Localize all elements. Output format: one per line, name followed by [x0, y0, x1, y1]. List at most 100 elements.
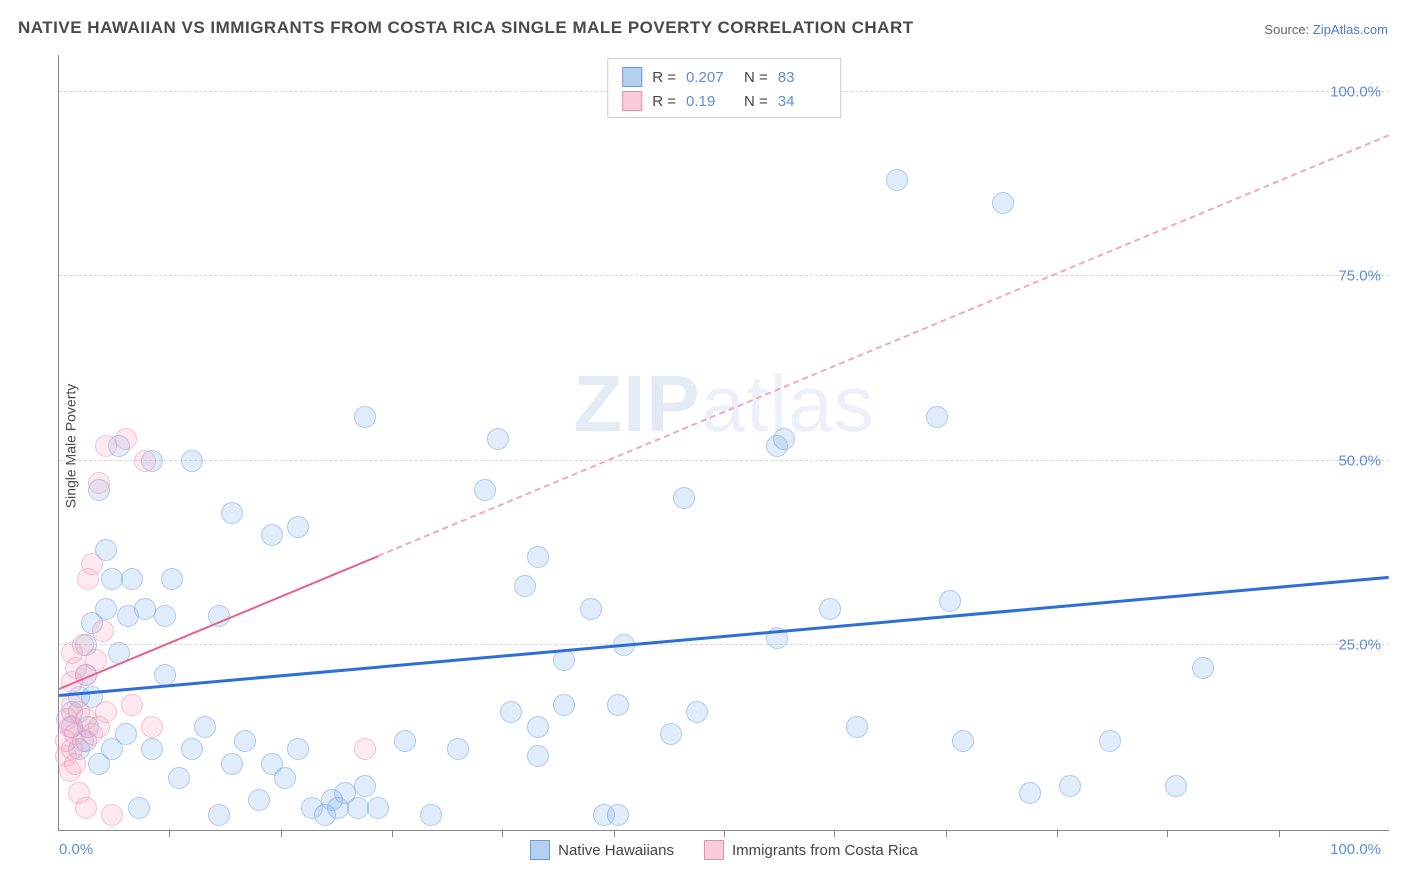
data-point — [1019, 782, 1041, 804]
data-point — [607, 694, 629, 716]
data-point — [939, 590, 961, 612]
data-point — [673, 487, 695, 509]
y-axis-tick-label: 75.0% — [1338, 268, 1381, 285]
data-point — [607, 804, 629, 826]
legend-label-pink: Immigrants from Costa Rica — [732, 842, 918, 859]
data-point — [1192, 657, 1214, 679]
x-axis-tick — [614, 830, 615, 837]
x-axis-tick — [502, 830, 503, 837]
data-point — [420, 804, 442, 826]
data-point — [101, 804, 123, 826]
data-point — [141, 716, 163, 738]
data-point — [660, 723, 682, 745]
legend-n-value-pink: 34 — [778, 93, 826, 110]
chart-plot-area: ZIPatlas R = 0.207 N = 83 R = 0.19 N = 3… — [58, 55, 1389, 831]
legend-r-value-pink: 0.19 — [686, 93, 734, 110]
data-point — [527, 745, 549, 767]
trend-line — [59, 576, 1389, 697]
gridline — [59, 644, 1389, 645]
data-point — [128, 797, 150, 819]
data-point — [886, 169, 908, 191]
data-point — [347, 797, 369, 819]
data-point — [154, 605, 176, 627]
data-point — [95, 701, 117, 723]
data-point — [141, 738, 163, 760]
data-point — [1165, 775, 1187, 797]
data-point — [134, 598, 156, 620]
data-point — [154, 664, 176, 686]
legend-item-blue: Native Hawaiians — [530, 840, 674, 860]
data-point — [181, 450, 203, 472]
watermark-bold: ZIP — [573, 359, 700, 448]
data-point — [474, 479, 496, 501]
legend-swatch-pink — [622, 91, 642, 111]
data-point — [447, 738, 469, 760]
y-axis-tick-label: 25.0% — [1338, 637, 1381, 654]
data-point — [64, 753, 86, 775]
legend-row-pink: R = 0.19 N = 34 — [622, 89, 826, 113]
data-point — [95, 598, 117, 620]
data-point — [121, 568, 143, 590]
y-axis-tick-label: 100.0% — [1330, 83, 1381, 100]
data-point — [274, 767, 296, 789]
data-point — [926, 406, 948, 428]
data-point — [354, 775, 376, 797]
y-axis-tick-label: 50.0% — [1338, 452, 1381, 469]
data-point — [81, 553, 103, 575]
data-point — [248, 789, 270, 811]
data-point — [819, 598, 841, 620]
data-point — [101, 568, 123, 590]
data-point — [487, 428, 509, 450]
data-point — [686, 701, 708, 723]
source-link[interactable]: ZipAtlas.com — [1313, 22, 1388, 37]
data-point — [92, 620, 114, 642]
data-point — [527, 716, 549, 738]
data-point — [354, 738, 376, 760]
legend-row-blue: R = 0.207 N = 83 — [622, 65, 826, 89]
data-point — [1059, 775, 1081, 797]
data-point — [354, 406, 376, 428]
legend-r-label: R = — [652, 93, 676, 110]
x-axis-tick — [834, 830, 835, 837]
data-point — [75, 797, 97, 819]
data-point — [221, 753, 243, 775]
x-axis-tick — [392, 830, 393, 837]
x-axis-tick — [1167, 830, 1168, 837]
series-legend: Native Hawaiians Immigrants from Costa R… — [59, 840, 1389, 860]
x-axis-tick — [281, 830, 282, 837]
trend-line — [378, 134, 1390, 557]
legend-swatch-blue — [622, 67, 642, 87]
data-point — [88, 472, 110, 494]
data-point — [553, 694, 575, 716]
data-point — [773, 428, 795, 450]
x-axis-tick — [169, 830, 170, 837]
legend-item-pink: Immigrants from Costa Rica — [704, 840, 918, 860]
data-point — [161, 568, 183, 590]
legend-r-label: R = — [652, 69, 676, 86]
data-point — [514, 575, 536, 597]
watermark: ZIPatlas — [573, 358, 874, 450]
data-point — [846, 716, 868, 738]
correlation-legend: R = 0.207 N = 83 R = 0.19 N = 34 — [607, 58, 841, 118]
data-point — [234, 730, 256, 752]
data-point — [394, 730, 416, 752]
data-point — [287, 738, 309, 760]
data-point — [221, 502, 243, 524]
chart-title: NATIVE HAWAIIAN VS IMMIGRANTS FROM COSTA… — [18, 18, 914, 38]
data-point — [168, 767, 190, 789]
legend-n-label: N = — [744, 93, 768, 110]
x-axis-tick — [1057, 830, 1058, 837]
data-point — [500, 701, 522, 723]
data-point — [527, 546, 549, 568]
data-point — [194, 716, 216, 738]
data-point — [121, 694, 143, 716]
data-point — [115, 723, 137, 745]
legend-n-value-blue: 83 — [778, 69, 826, 86]
data-point — [367, 797, 389, 819]
data-point — [952, 730, 974, 752]
data-point — [95, 435, 117, 457]
x-axis-tick — [946, 830, 947, 837]
gridline — [59, 460, 1389, 461]
data-point — [261, 524, 283, 546]
data-point — [992, 192, 1014, 214]
